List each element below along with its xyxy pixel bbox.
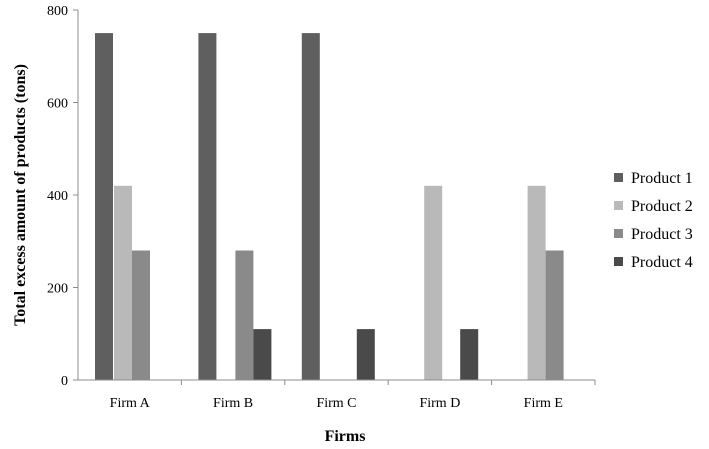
bar [527, 185, 546, 381]
legend-label: Product 4 [631, 254, 693, 271]
bar [95, 33, 113, 380]
y-axis-title: Total excess amount of products (tons) [12, 64, 29, 326]
bar [545, 250, 564, 380]
y-tick-label: 400 [47, 189, 68, 204]
x-tick-label: Firm D [419, 396, 460, 411]
legend-swatch [614, 201, 623, 210]
x-tick-label: Firm C [316, 396, 356, 411]
bar [114, 185, 132, 381]
legend-swatch [614, 173, 623, 182]
y-tick-label: 200 [47, 282, 68, 297]
bar [424, 185, 443, 381]
y-tick-label: 0 [61, 374, 68, 389]
x-axis-title: Firms [325, 428, 366, 445]
bar [460, 329, 479, 380]
y-tick-label: 800 [47, 4, 68, 19]
bar [356, 329, 375, 380]
bar [198, 33, 217, 380]
bar [253, 329, 272, 380]
y-ticks-group: 0 200 400 600 800 [47, 4, 78, 389]
y-tick-label: 600 [47, 97, 68, 112]
x-tick-label: Firm A [110, 396, 151, 411]
legend-label: Product 1 [631, 170, 693, 187]
legend-label: Product 3 [631, 226, 693, 243]
bar [301, 33, 320, 380]
legend-label: Product 2 [631, 198, 693, 215]
bar [235, 250, 254, 380]
x-tick-label: Firm B [213, 396, 253, 411]
legend-swatch [614, 257, 623, 266]
x-ticks-group: Firm A Firm B Firm C Firm D Firm E [110, 380, 596, 411]
legend: Product 1 Product 2 Product 3 Product 4 [614, 170, 693, 271]
bars-group [95, 33, 564, 381]
legend-swatch [614, 229, 623, 238]
x-tick-label: Firm E [524, 396, 563, 411]
bar [132, 250, 150, 380]
